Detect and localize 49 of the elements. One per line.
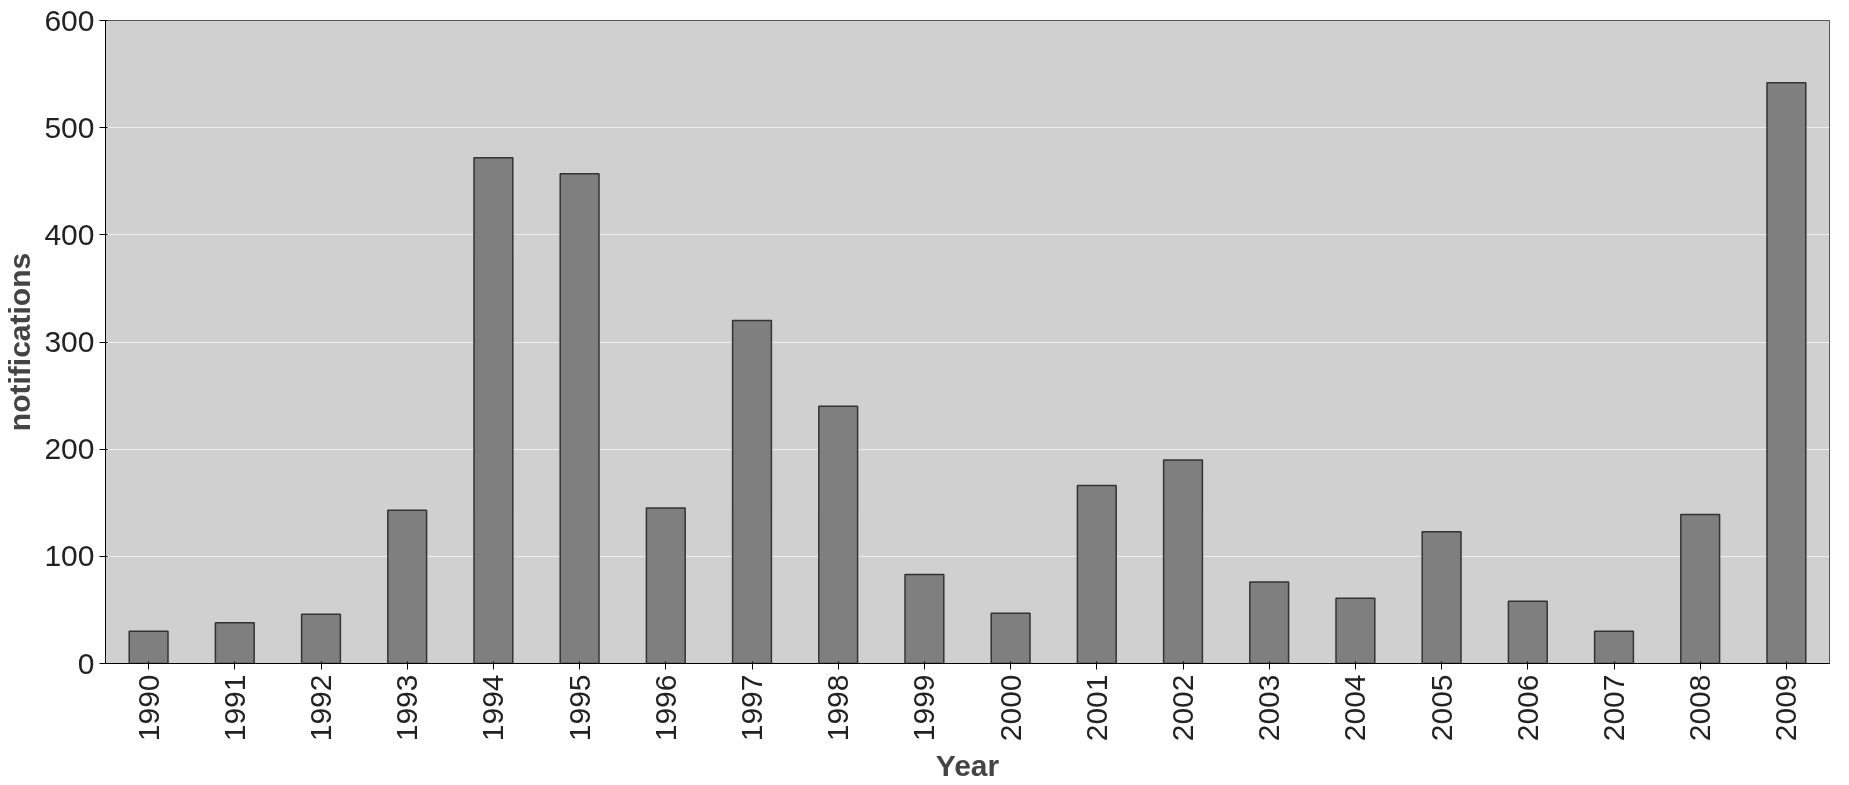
x-tick-label: 1992	[304, 674, 337, 742]
bar	[473, 156, 514, 664]
bar	[128, 630, 169, 664]
bar	[1335, 597, 1376, 664]
y-axis-title: notifications	[3, 252, 37, 432]
bar	[904, 573, 945, 664]
x-axis-title: Year	[935, 749, 1000, 783]
x-tick-label: 2008	[1683, 674, 1717, 742]
bar	[645, 507, 686, 664]
bar	[990, 612, 1031, 664]
x-tick-label: 2002	[1166, 674, 1199, 742]
bar	[300, 613, 342, 664]
bar	[818, 405, 859, 664]
x-tick-label: 1996	[648, 674, 682, 742]
y-tick-label: 200	[44, 432, 95, 466]
bar	[559, 173, 600, 664]
bar	[1076, 484, 1117, 664]
bar	[214, 622, 255, 664]
x-tick-label: 2001	[1079, 674, 1113, 742]
x-tick-label: 2009	[1769, 674, 1803, 742]
x-tick-label: 1995	[562, 674, 596, 742]
bar	[1593, 630, 1635, 664]
x-tick-label: 2003	[1252, 674, 1286, 742]
y-tick-label: 100	[44, 539, 95, 573]
x-tick-label: 1993	[390, 674, 424, 742]
y-tick-label: 600	[44, 3, 95, 37]
bar	[387, 509, 428, 664]
x-tick-label: 1991	[217, 674, 251, 742]
x-tick-label: 2006	[1510, 674, 1544, 742]
y-tick-label: 500	[44, 110, 95, 144]
x-tick-label: 1994	[476, 674, 510, 742]
x-tick-label: 2007	[1597, 674, 1630, 742]
x-tick-label: 2004	[1338, 674, 1372, 742]
bar	[1249, 581, 1290, 664]
x-tick-label: 1998	[821, 674, 855, 742]
y-tick-label: 0	[77, 646, 95, 680]
bar	[731, 319, 773, 664]
x-tick-label: 2000	[993, 674, 1027, 742]
y-tick-label: 300	[44, 325, 95, 358]
y-tick-label: 400	[44, 217, 95, 251]
bar	[1507, 600, 1548, 664]
x-tick-label: 2005	[1424, 674, 1458, 742]
x-tick-label: 1999	[907, 674, 941, 742]
bar	[1766, 81, 1807, 664]
x-tick-label: 1997	[735, 674, 768, 742]
bar	[1421, 530, 1462, 664]
bar	[1680, 513, 1721, 664]
x-tick-label: 1990	[131, 674, 165, 742]
bar	[1162, 459, 1204, 664]
